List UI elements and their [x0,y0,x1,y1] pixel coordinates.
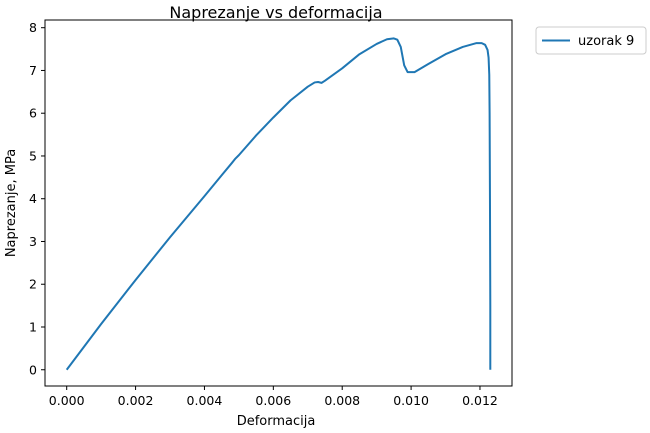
chart-title: Naprezanje vs deformacija [169,3,382,22]
x-axis: 0.000 0.002 0.004 0.006 0.008 0.010 0.012 [49,386,498,408]
x-tick-label: 0.000 [49,393,85,408]
x-tick-label: 0.002 [118,393,154,408]
legend-label: uzorak 9 [578,34,634,49]
y-tick-label: 3 [29,234,37,249]
axes-frame [44,19,513,387]
legend: uzorak 9 [535,26,647,55]
x-tick-label: 0.010 [393,393,429,408]
x-axis-label: Deformacija [237,414,316,429]
plot-area [65,37,492,371]
series-line-0 [65,37,492,371]
legend-box [535,26,647,55]
y-tick-label: 7 [29,63,37,78]
x-tick-label: 0.006 [255,393,291,408]
y-tick-label: 1 [29,319,37,334]
y-axis: 0 1 2 3 4 5 6 7 8 [29,20,45,377]
y-axis-label: Naprezanje, MPa [4,149,19,257]
y-tick-label: 6 [29,106,37,121]
y-tick-label: 5 [29,148,37,163]
x-tick-label: 0.012 [462,393,498,408]
x-tick-label: 0.004 [187,393,223,408]
x-tick-label: 0.008 [324,393,360,408]
y-tick-label: 4 [29,191,37,206]
y-tick-label: 2 [29,277,37,292]
y-tick-label: 0 [29,362,37,377]
y-tick-label: 8 [29,20,37,35]
